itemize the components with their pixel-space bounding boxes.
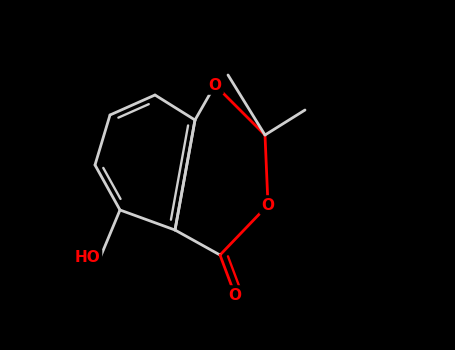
Text: O: O <box>228 287 242 302</box>
Text: O: O <box>262 197 274 212</box>
Text: HO: HO <box>74 251 100 266</box>
Text: O: O <box>208 77 222 92</box>
